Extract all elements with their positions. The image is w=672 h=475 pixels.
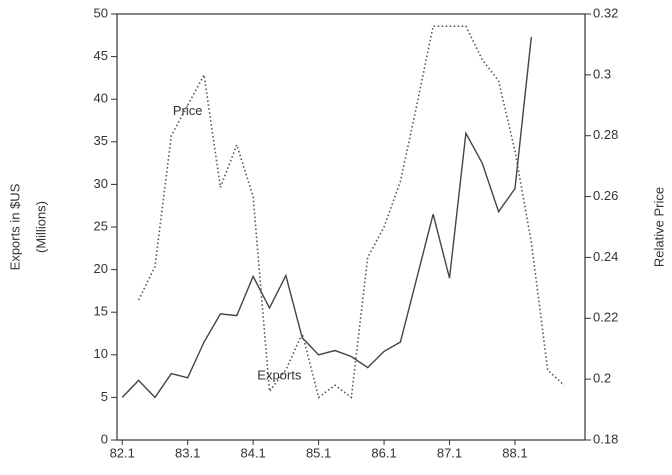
y-axis-sublabel: (Millions) bbox=[33, 201, 48, 253]
x-tick-label: 83.1 bbox=[175, 445, 200, 460]
y-tick-label: 35 bbox=[94, 133, 108, 148]
y2-tick-label: 0.28 bbox=[593, 127, 618, 142]
y-tick-label: 20 bbox=[94, 261, 108, 276]
x-tick-label: 82.1 bbox=[110, 445, 135, 460]
y-tick-label: 50 bbox=[94, 5, 108, 20]
y2-tick-label: 0.24 bbox=[593, 249, 618, 264]
y-tick-label: 45 bbox=[94, 48, 108, 63]
x-tick-label: 84.1 bbox=[240, 445, 265, 460]
y2-axis-label: Relative Price bbox=[651, 187, 666, 267]
y-tick-label: 30 bbox=[94, 176, 108, 191]
y-tick-label: 25 bbox=[94, 218, 108, 233]
y-tick-label: 40 bbox=[94, 91, 108, 106]
y2-tick-label: 0.3 bbox=[593, 66, 611, 81]
x-tick-label: 88.1 bbox=[502, 445, 527, 460]
y-tick-label: 15 bbox=[94, 304, 108, 319]
y2-tick-label: 0.2 bbox=[593, 371, 611, 386]
y-tick-label: 0 bbox=[101, 431, 108, 446]
annotation: Exports bbox=[257, 368, 302, 383]
plot-frame bbox=[116, 13, 586, 441]
y-tick-label: 5 bbox=[101, 389, 108, 404]
series-line bbox=[137, 25, 565, 399]
y-axis-label: Exports in $US bbox=[7, 183, 22, 270]
x-tick-label: 87.1 bbox=[437, 445, 462, 460]
series-line bbox=[121, 36, 533, 399]
annotation: Price bbox=[173, 103, 203, 118]
y2-tick-label: 0.22 bbox=[593, 310, 618, 325]
y2-tick-label: 0.26 bbox=[593, 188, 618, 203]
x-tick-label: 85.1 bbox=[306, 445, 331, 460]
x-tick-label: 86.1 bbox=[371, 445, 396, 460]
y-tick-label: 10 bbox=[94, 346, 108, 361]
y2-tick-label: 0.18 bbox=[593, 431, 618, 446]
y2-tick-label: 0.32 bbox=[593, 5, 618, 20]
